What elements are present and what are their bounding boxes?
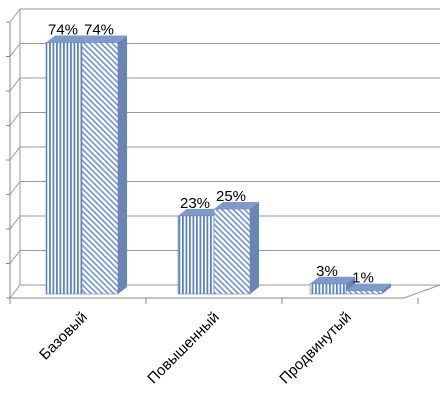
category-labels: Базовый Повышенный Продвинутый: [36, 309, 355, 388]
bar: [345, 290, 383, 295]
x-tick-label: Продвинутый: [276, 309, 355, 388]
side-wall-line: [9, 181, 21, 195]
data-label: 74%: [48, 22, 78, 39]
side-wall-line: [9, 284, 21, 299]
side-wall-line: [9, 77, 21, 92]
bar-top: [178, 208, 223, 216]
side-wall-line: [9, 146, 21, 161]
data-label: 25%: [216, 188, 246, 205]
bar-side: [382, 283, 391, 294]
axes: [6, 8, 441, 304]
data-labels: 74% 74% 23% 25% 3% 1%: [48, 22, 374, 287]
bar-top: [346, 283, 391, 291]
side-wall-line: [9, 43, 21, 57]
bar: [213, 208, 251, 295]
side-wall-line: [9, 8, 21, 23]
side-wall-line: [9, 112, 21, 126]
bar-side: [118, 35, 127, 294]
data-label: 74%: [84, 22, 114, 39]
bar: [177, 215, 215, 295]
bar-top: [46, 35, 91, 43]
bar: [45, 42, 83, 295]
bar-side: [250, 202, 259, 294]
bar: [309, 283, 347, 295]
bar: [81, 42, 119, 295]
data-label: 3%: [316, 263, 338, 280]
bars: [45, 35, 391, 295]
floor-right-edge: [403, 284, 441, 299]
data-label: 23%: [180, 195, 210, 212]
data-label: 1%: [352, 270, 374, 287]
bar-top: [82, 35, 127, 43]
x-tick-label: Базовый: [36, 309, 91, 364]
side-wall-line: [9, 215, 21, 230]
bar-top: [214, 202, 259, 210]
side-wall-line: [9, 250, 21, 264]
x-tick-label: Повышенный: [144, 309, 222, 387]
bar-top: [310, 276, 355, 284]
